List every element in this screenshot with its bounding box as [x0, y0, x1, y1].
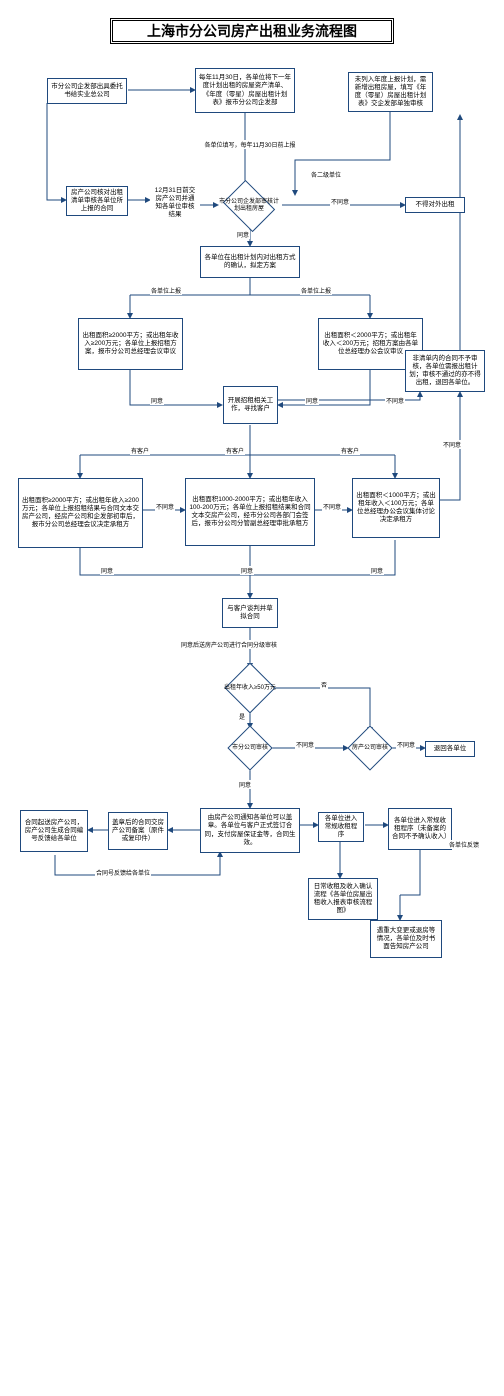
page-title: 上海市分公司房产出租业务流程图 — [110, 18, 394, 44]
node-n22: 盖章后的合同交房产公司备案（原件或复印件） — [108, 812, 168, 850]
edge-e7d: 不同意 — [442, 440, 462, 449]
node-n14: 出租面积1000-2000平方；或出租年收入100-200万元；各单位上报招租结… — [185, 478, 315, 546]
edge-e7f: 不同意 — [396, 740, 416, 749]
node-n24: 各单位进入常规收租程序 — [318, 812, 364, 842]
node-n27: 遇重大变更或退房等情况，各单位及时书面告知房产公司 — [370, 920, 442, 958]
edge-e4d: 同意 — [100, 566, 114, 575]
edge-e7c: 不同意 — [322, 502, 342, 511]
node-n4: 房产公司核对出租清单审核各单位所上报的合同 — [66, 186, 128, 216]
node-n7: 不得对外出租 — [405, 197, 465, 213]
node-n18: 市分公司审核 — [234, 732, 266, 764]
edge-e7a: 不同意 — [385, 396, 405, 405]
node-n5: 12月31日前交房产公司并通知各单位审核结果 — [150, 188, 200, 218]
edge-e5b: 各单位上报 — [300, 286, 332, 295]
edge-e4g: 同意 — [238, 780, 252, 789]
edge-e4f: 同意 — [370, 566, 384, 575]
edge-e6c: 有客户 — [340, 446, 360, 455]
node-n23: 由房产公司通知各单位可以盖章。各单位与客户正式签订合同，支付房屋保证金等，合同生… — [200, 808, 300, 853]
node-n3: 未列入年度上报计划，需新增出租房屋，填写《年度（零星）房屋出租计划表》交企发部单… — [348, 72, 433, 112]
edge-e7e: 不同意 — [295, 740, 315, 749]
node-n11: 开展招租相关工作，寻找客户 — [223, 386, 278, 424]
edge-e6a: 有客户 — [130, 446, 150, 455]
node-n13: 出租面积≥2000平方；或出租年收入≥200万元；各单位上报招租结果与合同文本交… — [18, 478, 143, 548]
edge-e4c: 同意 — [305, 396, 319, 405]
edge-e11: 合同号反馈给各单位 — [95, 868, 151, 877]
node-n21: 合同起送房产公司，房产公司生成合同编号反馈给各单位 — [20, 810, 88, 852]
edge-e10: 否 — [320, 680, 328, 689]
node-n26: 日常收租及收入确认流程《各单位房屋出租收入报表审核流程图》 — [308, 878, 378, 920]
edge-e9: 是 — [238, 712, 246, 721]
edge-e5a: 各单位上报 — [150, 286, 182, 295]
edge-e12: 各单位反馈 — [448, 840, 480, 849]
node-n20: 退回各单位 — [425, 741, 475, 757]
node-n25: 各单位进入常规收租程序（未备案的合同不予确认收入） — [388, 808, 452, 850]
node-n8: 各单位在出租计划内对出租方式的确认，拟定方案 — [200, 246, 300, 278]
node-n17: 出租年收入≥50万元 — [232, 670, 268, 706]
node-n12: 非清单内的合同不予审核，各单位需报出租计划；审核不通过的亦不得出租，退回各单位。 — [405, 350, 485, 392]
node-n19: 房产公司审核 — [354, 732, 386, 764]
node-n16: 与客户谈判并草拟合同 — [222, 598, 278, 628]
edge-e8: 同意后送房产公司进行合同分级审核 — [180, 640, 278, 649]
node-n2: 每年11月30日，各单位将下一年度计划出租的房屋资产清单、《年度（零星）房屋出租… — [195, 68, 295, 113]
edge-e4a: 同意 — [236, 230, 250, 239]
edge-e7b: 不同意 — [155, 502, 175, 511]
node-n15: 出租面积＜1000平方；或出租年收入＜100万元；各单位总经理办公会议集体讨论决… — [352, 478, 440, 538]
node-n1: 市分公司企发部出具委托书给实业总公司 — [47, 78, 127, 104]
edge-e3a: 不同意 — [330, 197, 350, 206]
node-n6: 市分公司企发部审核计划出租房屋 — [228, 190, 270, 222]
edge-e6b: 有客户 — [225, 446, 245, 455]
edge-e2: 各二级单位 — [310, 170, 342, 179]
edge-e4e: 同意 — [240, 566, 254, 575]
edge-e4b: 同意 — [150, 396, 164, 405]
node-n9: 出租面积≥2000平方；或出租年收入≥200万元；各单位上报招租方案，报市分公司… — [78, 318, 183, 370]
edge-e1: 各单位填写，每年11月30日前上报 — [200, 140, 300, 149]
